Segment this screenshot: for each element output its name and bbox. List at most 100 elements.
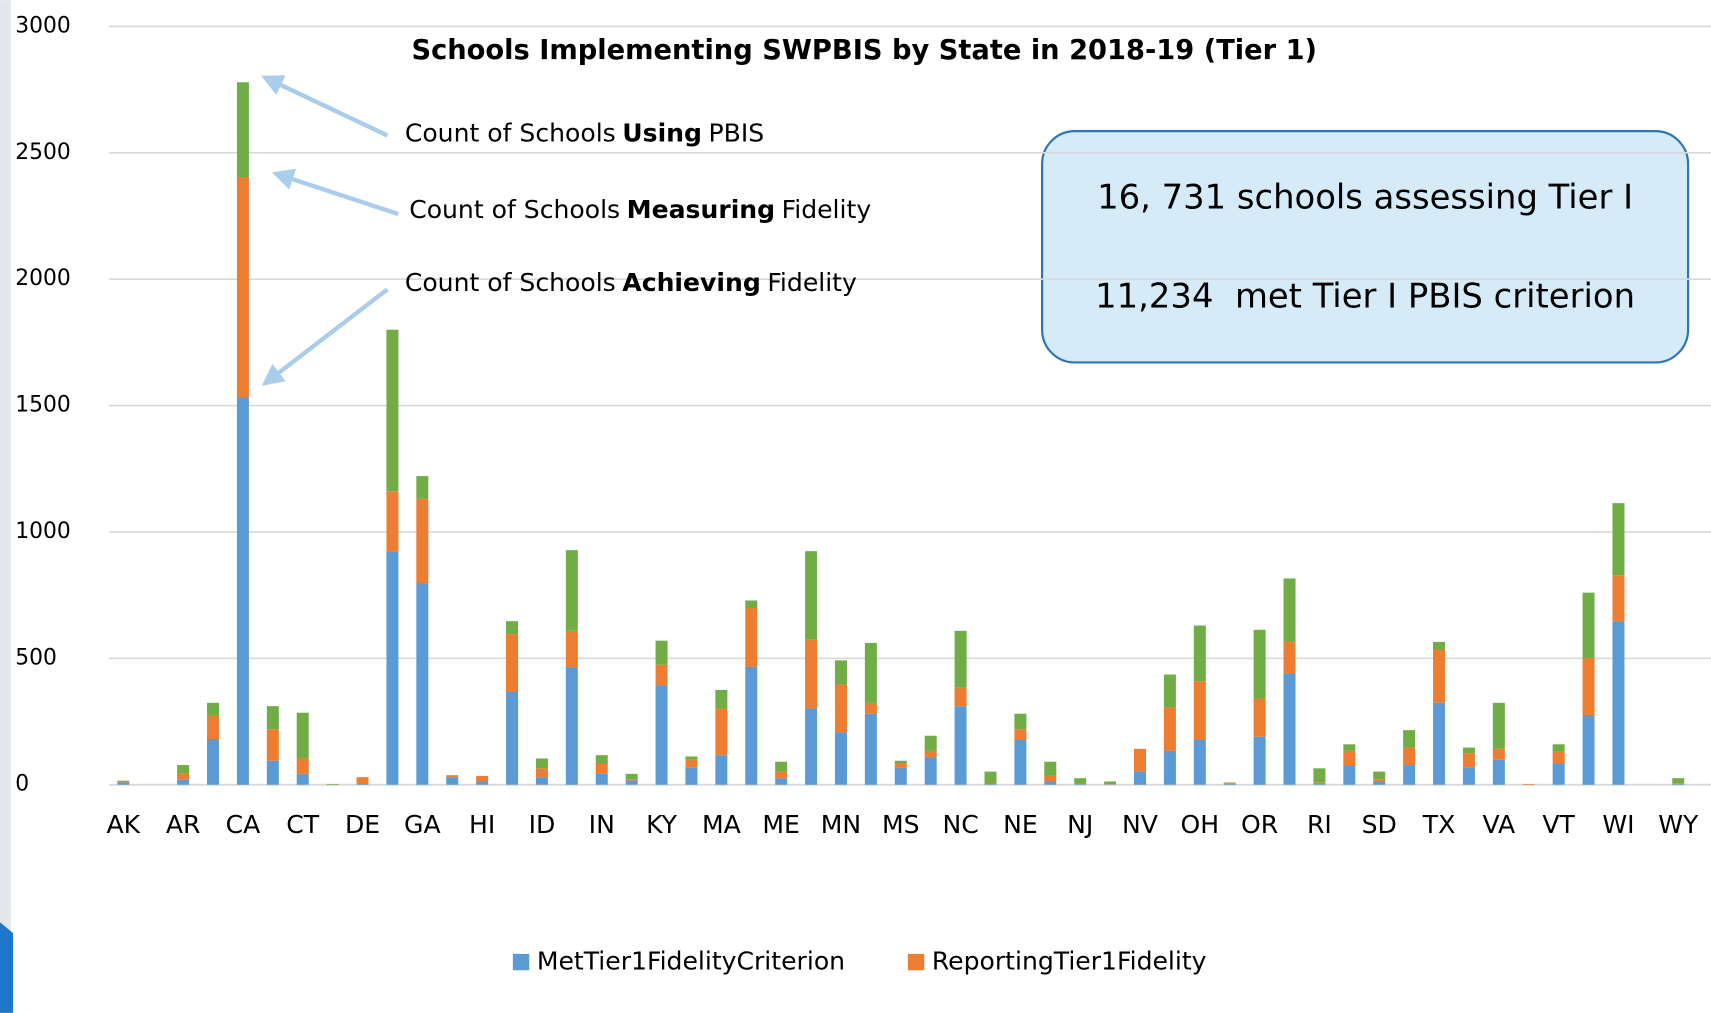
annotation-part: Achieving bbox=[622, 268, 760, 297]
bar-segment bbox=[1433, 649, 1446, 703]
bar-segment bbox=[805, 639, 818, 709]
bar-segment bbox=[775, 771, 788, 779]
bar-segment bbox=[1163, 750, 1176, 785]
annotation-part: Using bbox=[622, 118, 702, 147]
bar-segment bbox=[894, 760, 907, 764]
bar-segment bbox=[1283, 578, 1296, 642]
bar-segment bbox=[1403, 747, 1416, 766]
bar-segment bbox=[1253, 629, 1266, 699]
info-box bbox=[1041, 130, 1690, 364]
bar-segment bbox=[775, 778, 788, 785]
bar-segment bbox=[1672, 783, 1685, 784]
x-tick-label: VT bbox=[1542, 810, 1575, 839]
x-tick-label: KY bbox=[646, 810, 678, 839]
x-tick-label: AR bbox=[166, 810, 201, 839]
legend-swatch bbox=[512, 953, 530, 971]
x-tick-label: MA bbox=[702, 810, 741, 839]
bar-segment bbox=[177, 765, 190, 774]
bar-segment bbox=[117, 780, 130, 782]
bar-segment bbox=[207, 739, 220, 785]
x-tick-label: MS bbox=[882, 810, 920, 839]
bar-segment bbox=[745, 600, 758, 609]
bar-segment bbox=[984, 783, 997, 785]
bar-segment bbox=[266, 706, 279, 730]
bar-segment bbox=[535, 758, 548, 769]
bar-segment bbox=[1582, 714, 1595, 785]
bar-segment bbox=[1582, 592, 1595, 659]
x-tick-label: GA bbox=[404, 810, 441, 839]
bar-segment bbox=[1193, 740, 1206, 785]
bar-segment bbox=[1492, 702, 1505, 749]
y-tick-label: 2500 bbox=[15, 140, 71, 165]
bar-segment bbox=[1193, 625, 1206, 682]
bar-segment bbox=[1104, 784, 1117, 785]
bar-segment bbox=[775, 761, 788, 772]
bar-segment bbox=[1163, 674, 1176, 708]
x-tick-label: TX bbox=[1422, 810, 1456, 839]
bar-segment bbox=[1403, 765, 1416, 785]
chart-title: Schools Implementing SWPBIS by State in … bbox=[411, 35, 1317, 66]
bar-segment bbox=[1433, 702, 1446, 785]
bar-segment bbox=[805, 551, 818, 640]
bar-segment bbox=[207, 702, 220, 715]
corner-decor bbox=[0, 922, 14, 1013]
annotation-part: Count of Schools bbox=[409, 195, 620, 224]
bar-segment bbox=[894, 767, 907, 785]
bar-segment bbox=[386, 329, 399, 492]
bar-segment bbox=[1373, 771, 1386, 780]
x-tick-label: RI bbox=[1307, 810, 1332, 839]
y-tick-label: 0 bbox=[15, 772, 29, 797]
info-line: 16, 731 schools assessing Tier I bbox=[1097, 177, 1633, 216]
bar-segment bbox=[1044, 775, 1057, 782]
bar-segment bbox=[266, 729, 279, 761]
bar-segment bbox=[625, 779, 638, 781]
bar-segment bbox=[1343, 744, 1356, 751]
bar-segment bbox=[236, 397, 249, 785]
bar-segment bbox=[894, 763, 907, 768]
y-tick-label: 1500 bbox=[15, 393, 71, 418]
arrow bbox=[271, 168, 399, 217]
bar-segment bbox=[1134, 748, 1147, 772]
bar-segment bbox=[565, 550, 578, 631]
bar-segment bbox=[655, 640, 668, 665]
bar-segment bbox=[1014, 713, 1027, 730]
bar-segment bbox=[685, 767, 698, 785]
bar-segment bbox=[715, 708, 728, 756]
x-tick-label: DE bbox=[345, 810, 380, 839]
bar-segment bbox=[1343, 765, 1356, 785]
bar-segment bbox=[1462, 767, 1475, 785]
bar-segment bbox=[236, 177, 249, 398]
arrow bbox=[261, 287, 389, 386]
bar-segment bbox=[1223, 783, 1236, 784]
legend-label: MetTier1FidelityCriterion bbox=[537, 947, 845, 976]
bar-segment bbox=[1313, 768, 1326, 783]
legend-label: ReportingTier1Fidelity bbox=[932, 947, 1207, 976]
bar-segment bbox=[1253, 736, 1266, 785]
y-tick-label: 2000 bbox=[15, 266, 71, 291]
bar-segment bbox=[1373, 779, 1386, 782]
bar-segment bbox=[595, 764, 608, 774]
bar-segment bbox=[595, 755, 608, 765]
bar-segment bbox=[506, 621, 519, 635]
x-tick-label: OR bbox=[1241, 810, 1278, 839]
bar-segment bbox=[834, 660, 847, 685]
bar-segment bbox=[326, 783, 339, 785]
annotation-part: Count of Schools bbox=[405, 118, 616, 147]
bar-segment bbox=[685, 756, 698, 760]
bar-segment bbox=[864, 713, 877, 785]
x-tick-label: WI bbox=[1602, 810, 1634, 839]
bar-segment bbox=[1403, 730, 1416, 748]
info-line: 11,234 met Tier I PBIS criterion bbox=[1095, 277, 1635, 316]
bar-segment bbox=[356, 783, 369, 785]
bar-segment bbox=[655, 685, 668, 785]
bar-segment bbox=[296, 773, 309, 785]
legend-swatch bbox=[907, 953, 925, 971]
bar-segment bbox=[236, 82, 249, 178]
bar-segment bbox=[1492, 759, 1505, 785]
bar-segment bbox=[1612, 621, 1625, 785]
bar-segment bbox=[1283, 641, 1296, 674]
bar-segment bbox=[476, 775, 489, 782]
bar-segment bbox=[745, 608, 758, 667]
bar-segment bbox=[476, 781, 489, 785]
bar-segment bbox=[834, 732, 847, 785]
